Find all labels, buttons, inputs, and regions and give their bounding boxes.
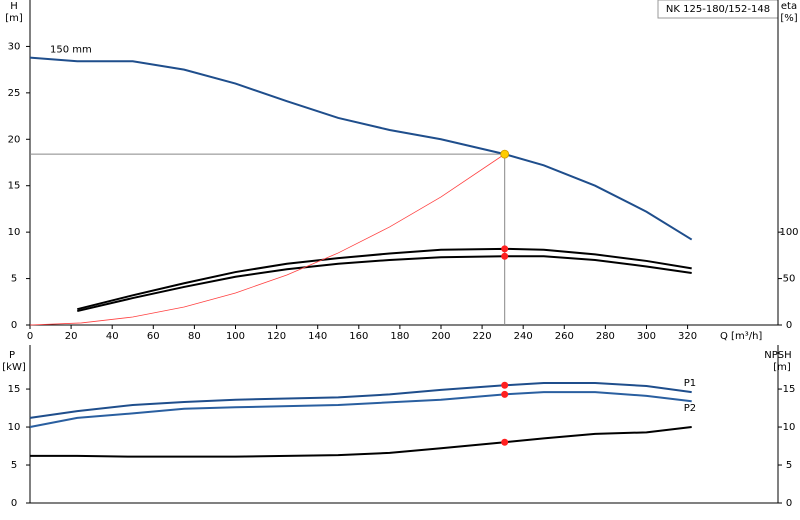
x-tick-label: 40	[106, 331, 119, 342]
y-tick-label: 10	[8, 227, 21, 238]
x-tick-label: 140	[308, 331, 327, 342]
x-tick-label: 200	[431, 331, 450, 342]
y-unit: [kW]	[2, 362, 26, 373]
x-tick-label: 300	[637, 331, 656, 342]
y2-tick-label: 0	[786, 498, 792, 509]
y2-label: eta	[781, 1, 797, 12]
x-tick-label: 320	[678, 331, 697, 342]
curve	[29, 56, 693, 241]
y-tick-label: 25	[8, 88, 21, 99]
y-label: H	[10, 1, 18, 12]
curve-label: P1	[684, 378, 696, 389]
x-tick-label: 0	[27, 331, 33, 342]
x-tick-label: 120	[267, 331, 286, 342]
y-tick-label: 5	[11, 460, 17, 471]
y-tick-label: 15	[8, 181, 21, 192]
chart-title: NK 125-180/152-148	[666, 4, 770, 15]
y2-unit: [%]	[780, 13, 797, 24]
y-tick-label: 20	[8, 134, 21, 145]
x-tick-label: 100	[226, 331, 245, 342]
y2-tick-label: 10	[783, 422, 796, 433]
y2-tick-label: 0	[786, 320, 792, 331]
curve	[29, 391, 692, 429]
operating-marker	[501, 245, 509, 253]
y-tick-label: 30	[8, 41, 21, 52]
y-tick-label: 0	[11, 498, 17, 509]
operating-marker	[501, 438, 509, 446]
x-tick-label: 20	[65, 331, 78, 342]
y2-unit: [m]	[773, 362, 791, 373]
operating-marker	[501, 390, 509, 398]
x-tick-label: 80	[188, 331, 201, 342]
operating-marker	[501, 381, 509, 389]
y-tick-label: 5	[11, 274, 17, 285]
y2-tick-label: 100	[779, 227, 798, 238]
curve	[77, 247, 692, 311]
curve	[29, 153, 505, 326]
y2-tick-label: 5	[786, 460, 792, 471]
y-tick-label: 15	[8, 384, 21, 395]
x-tick-label: 60	[147, 331, 160, 342]
y-tick-label: 0	[11, 320, 17, 331]
y-tick-label: 10	[8, 422, 21, 433]
x-label: Q [m³/h]	[720, 331, 762, 342]
x-tick-label: 260	[555, 331, 574, 342]
duty-point	[500, 149, 510, 159]
y-unit: [m]	[5, 13, 23, 24]
curve-label: 150 mm	[50, 45, 92, 56]
curve	[77, 255, 692, 313]
y2-tick-label: 50	[783, 274, 796, 285]
y2-tick-label: 15	[783, 384, 796, 395]
x-tick-label: 220	[473, 331, 492, 342]
curve-label: P2	[684, 403, 696, 414]
curve	[30, 426, 692, 458]
x-tick-label: 180	[390, 331, 409, 342]
operating-marker	[501, 252, 509, 260]
x-tick-label: 240	[514, 331, 533, 342]
y-label: P	[9, 350, 15, 361]
x-tick-label: 280	[596, 331, 615, 342]
x-tick-label: 160	[349, 331, 368, 342]
curve	[29, 381, 692, 419]
